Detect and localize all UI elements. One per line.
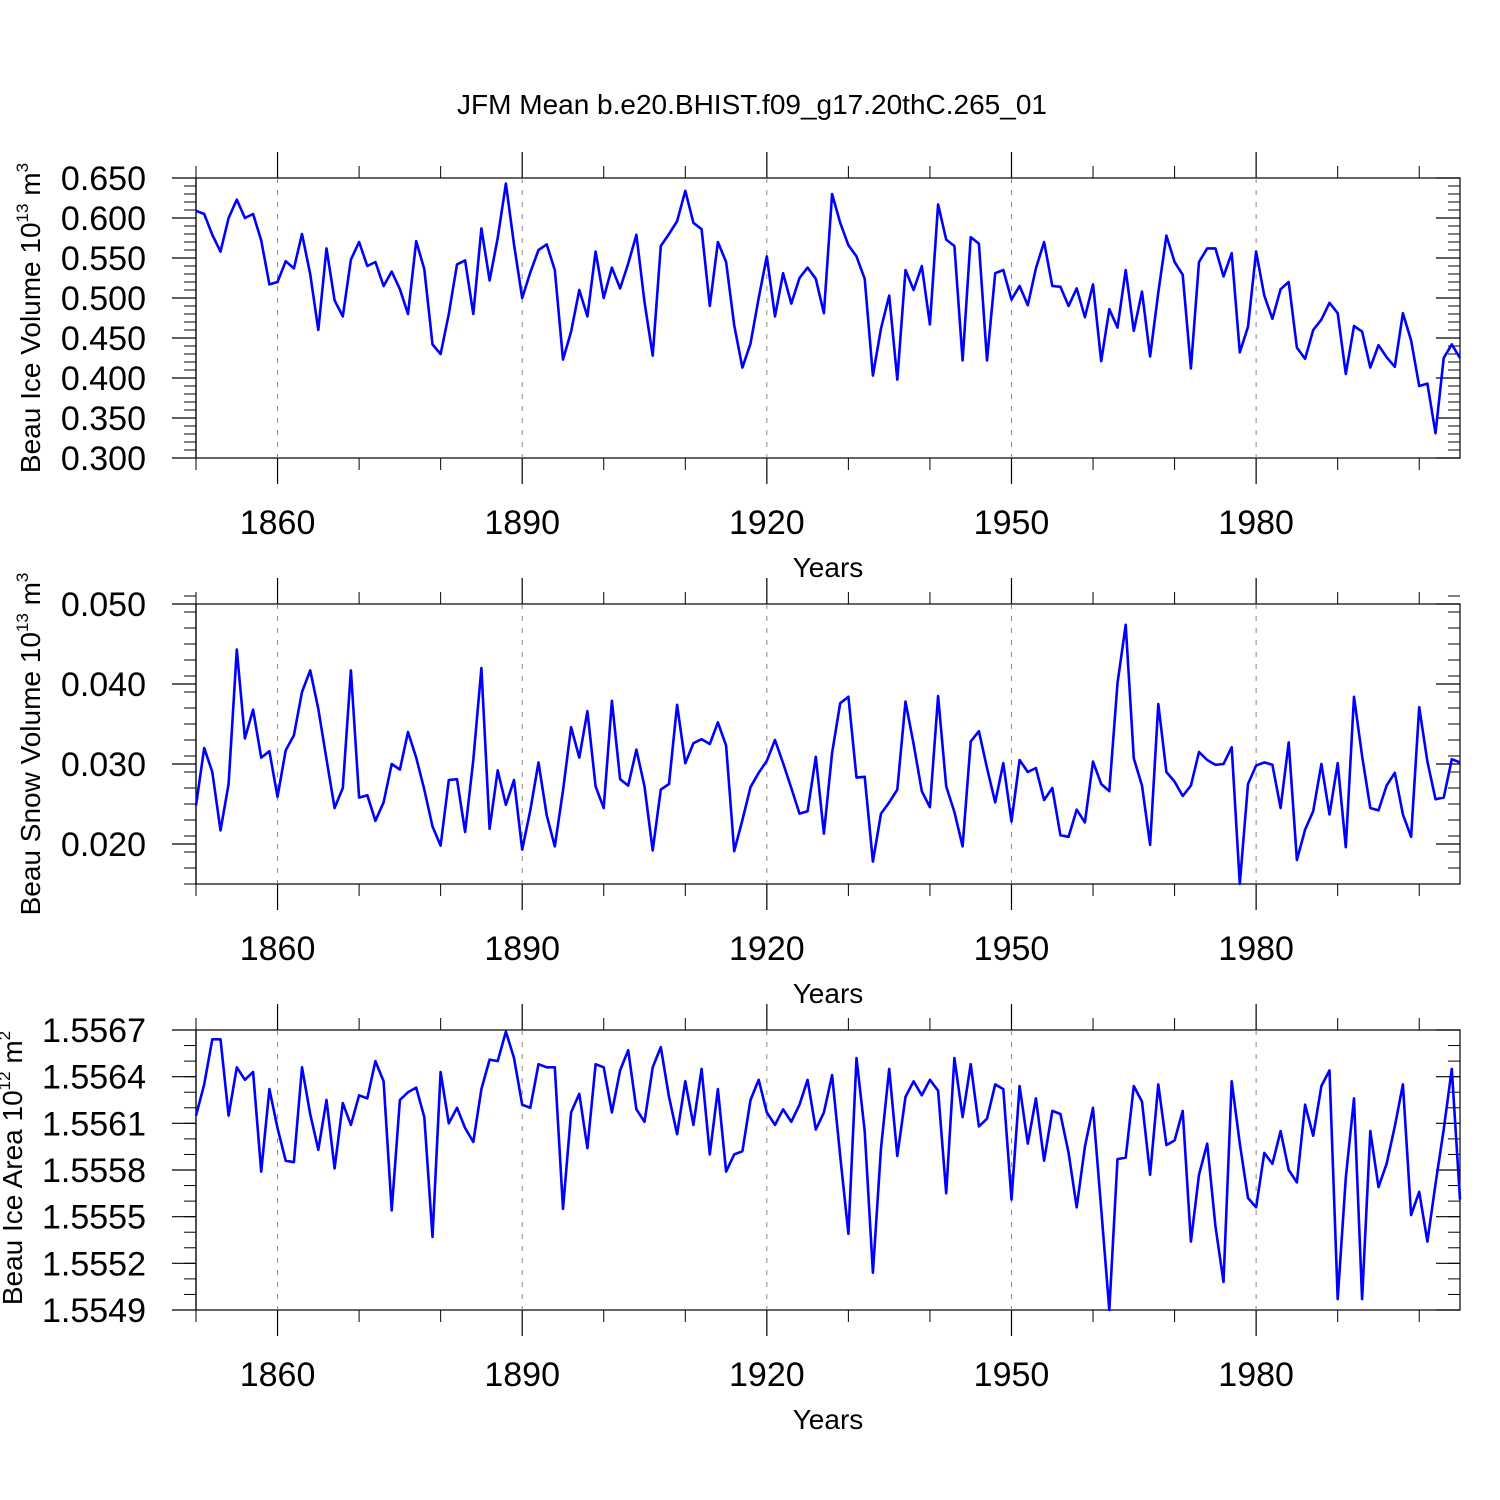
x-tick-label: 1950: [974, 930, 1050, 968]
plot-frame: [195, 603, 1461, 885]
plot-frame: [195, 1029, 1461, 1311]
x-tick-label: 1920: [729, 504, 805, 542]
x-tick-label: 1950: [974, 1356, 1050, 1394]
panels: 1860 1890 1920 1950 1980 Years 0.6500.6000.550…: [0, 152, 1462, 1435]
x-axis-label: Years: [793, 1404, 864, 1435]
y-axis-label: Beau Ice Volume 1013 m3: [13, 163, 46, 473]
chart-panel-3: 1860 1890 1920 1950 1980 Years 1.5567 1.5564 1.5…: [0, 1004, 1462, 1435]
x-tick-label: 1860: [240, 1356, 316, 1394]
y-tick-label: 1.5567: [42, 1012, 146, 1050]
x-tick-label: 1980: [1218, 930, 1294, 968]
y-tick-label: 1.5549: [42, 1292, 146, 1330]
y-axis-label: Beau Snow Volume 1013 m3: [13, 573, 46, 916]
chart-panel-2: 1860 1890 1920 1950 1980 Years 0.050 0.040 0.030…: [13, 573, 1461, 1009]
y-tick-label: 0.350: [61, 400, 146, 438]
x-axis-label: Years: [793, 978, 864, 1009]
y-tick-label: 0.650: [61, 160, 146, 198]
y-tick-label: 0.600: [61, 200, 146, 238]
y-tick-label: 0.020: [61, 826, 146, 864]
y-tick-label: 0.550: [61, 240, 146, 278]
y-tick-label: 1.5552: [42, 1245, 146, 1283]
y-tick-label: 0.400: [61, 360, 146, 398]
series-line: [194, 1030, 1462, 1312]
y-tick-label: 1.5555: [42, 1199, 146, 1237]
x-tick-label: 1920: [729, 1356, 805, 1394]
plot-frame: [195, 177, 1461, 459]
x-tick-label: 1890: [484, 930, 560, 968]
y-tick-label: 1.5558: [42, 1152, 146, 1190]
x-axis-label: Years: [793, 552, 864, 583]
x-tick-label: 1860: [240, 504, 316, 542]
series-line: [194, 623, 1461, 886]
x-tick-label: 1890: [484, 504, 560, 542]
series-line: [195, 182, 1462, 435]
y-tick-label: 1.5564: [42, 1059, 146, 1097]
x-tick-label: 1980: [1218, 504, 1294, 542]
x-tick-label: 1860: [240, 930, 316, 968]
y-tick-label: 0.500: [61, 280, 146, 318]
y-tick-label: 0.450: [61, 320, 146, 358]
y-tick-label: 1.5561: [42, 1105, 146, 1143]
y-tick-label: 0.030: [61, 746, 146, 784]
chart-panel-1: 1860 1890 1920 1950 1980 Years 0.6500.6000.550…: [13, 152, 1462, 583]
figure-title: JFM Mean b.e20.BHIST.f09_g17.20thC.265_0…: [457, 89, 1047, 120]
x-tick-label: 1980: [1218, 1356, 1294, 1394]
x-tick-label: 1920: [729, 930, 805, 968]
y-tick-label: 0.040: [61, 666, 146, 704]
x-tick-label: 1890: [484, 1356, 560, 1394]
y-axis-label: Beau Ice Area 1012 m2: [0, 1031, 28, 1305]
y-tick-label: 0.050: [61, 586, 146, 624]
y-tick-label: 0.300: [61, 440, 146, 478]
x-tick-label: 1950: [974, 504, 1050, 542]
